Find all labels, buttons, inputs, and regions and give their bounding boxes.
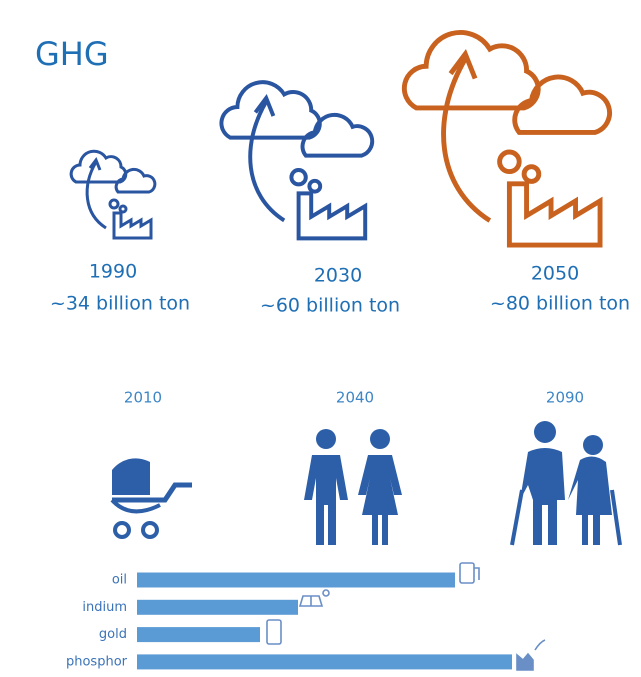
ghg-amount: ~34 billion ton xyxy=(50,293,190,315)
ghg-icon xyxy=(69,149,157,240)
category-label: indium xyxy=(82,600,127,615)
ghg-year: 2030 xyxy=(314,265,362,287)
category-label: oil xyxy=(112,573,127,588)
population-year: 2010 xyxy=(124,389,162,407)
ghg-year: 1990 xyxy=(89,261,137,283)
population-year: 2090 xyxy=(546,389,584,407)
stroller-icon xyxy=(110,458,192,539)
ghg-icon xyxy=(219,80,375,241)
ghg-title: GHG xyxy=(35,35,109,73)
bar xyxy=(137,654,512,670)
ghg-icon xyxy=(404,32,609,245)
ghg-amount: ~80 billion ton xyxy=(490,293,630,315)
bar xyxy=(137,572,455,588)
adults-icon xyxy=(304,429,402,545)
elderly-icon xyxy=(510,421,622,546)
ghg-amount: ~60 billion ton xyxy=(260,295,400,317)
ghg-year: 2050 xyxy=(531,263,579,285)
category-label: phosphor xyxy=(66,654,128,669)
resource-icons xyxy=(266,562,546,671)
bar xyxy=(137,599,298,615)
bar xyxy=(137,627,260,643)
category-label: gold xyxy=(99,627,127,642)
population-year: 2040 xyxy=(336,389,374,407)
